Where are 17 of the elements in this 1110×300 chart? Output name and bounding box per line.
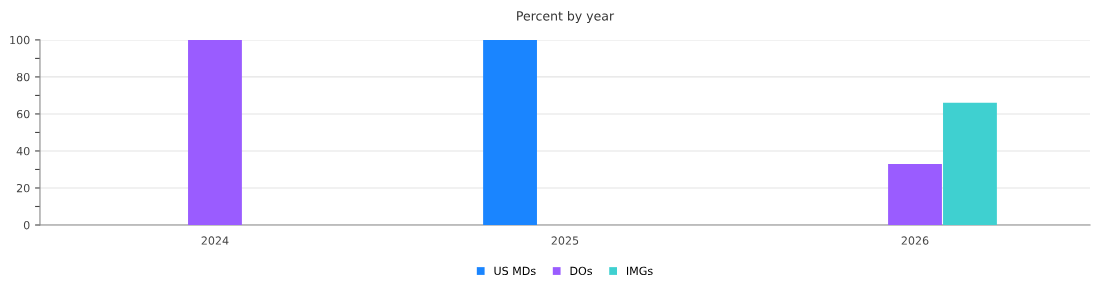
x-tick-label: 2024 [201, 236, 229, 245]
y-tick-label: 60 [16, 109, 30, 119]
legend-label: US MDs [494, 266, 536, 276]
x-tick-label: 2025 [551, 236, 579, 245]
y-tick-label: 40 [16, 146, 30, 156]
legend-label: IMGs [626, 266, 653, 276]
bar [483, 39, 537, 225]
y-tick-label: 80 [16, 72, 30, 82]
bar [888, 163, 942, 225]
bar [188, 39, 242, 225]
y-tick-label: 0 [23, 220, 30, 230]
y-tick-label: 100 [10, 35, 30, 45]
bar [943, 102, 997, 225]
y-tick-label: 20 [16, 183, 30, 193]
legend-label: DOs [570, 266, 593, 276]
chart-title: Percent by year [517, 10, 615, 24]
x-tick-label: 2026 [901, 236, 929, 245]
